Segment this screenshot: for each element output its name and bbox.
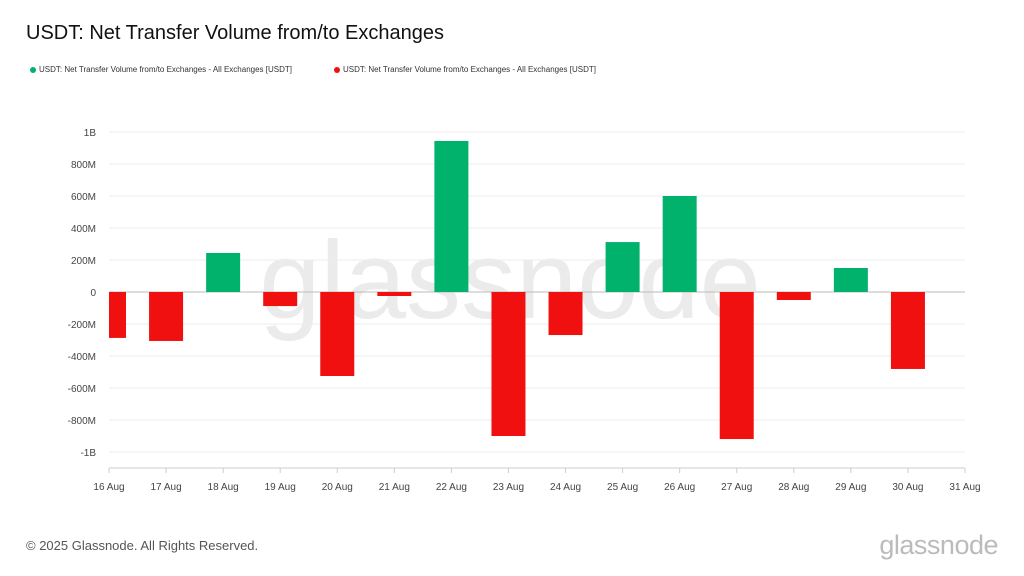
x-tick-label: 26 Aug	[664, 482, 695, 493]
y-tick-label: -400M	[68, 352, 96, 363]
y-tick-label: 400M	[71, 224, 96, 235]
bar-19-aug	[263, 292, 298, 307]
bar-23-aug	[491, 292, 526, 436]
bar-28-aug	[776, 292, 811, 300]
bar-24-aug	[548, 292, 583, 336]
x-tick-label: 27 Aug	[721, 482, 752, 493]
chart-title: USDT: Net Transfer Volume from/to Exchan…	[26, 22, 444, 44]
x-tick-label: 29 Aug	[835, 482, 866, 493]
bar-21-aug	[377, 292, 412, 296]
x-tick-label: 17 Aug	[150, 482, 181, 493]
x-tick-label: 25 Aug	[607, 482, 638, 493]
copyright: © 2025 Glassnode. All Rights Reserved.	[26, 538, 259, 553]
bar-26-aug	[662, 196, 697, 292]
x-tick-label: 24 Aug	[550, 482, 581, 493]
bar-18-aug	[206, 252, 241, 292]
x-tick-label: 20 Aug	[322, 482, 353, 493]
legend-dot-green-icon	[30, 66, 36, 73]
bar-17-aug	[149, 292, 184, 341]
x-tick-label: 28 Aug	[778, 482, 809, 493]
legend-item-negative[interactable]: USDT: Net Transfer Volume from/to Exchan…	[334, 65, 596, 74]
bar-27-aug	[719, 292, 754, 440]
legend-item-positive[interactable]: USDT: Net Transfer Volume from/to Exchan…	[30, 65, 292, 74]
x-tick-label: 16 Aug	[93, 482, 124, 493]
y-tick-label: -200M	[68, 320, 96, 331]
x-tick-label: 22 Aug	[436, 482, 467, 493]
y-tick-label: -800M	[68, 416, 96, 427]
y-tick-label: 600M	[71, 192, 96, 203]
y-tick-label: -1B	[80, 448, 96, 459]
legend-label: USDT: Net Transfer Volume from/to Exchan…	[39, 65, 292, 74]
y-tick-label: 1B	[84, 128, 97, 139]
x-tick-label: 21 Aug	[379, 482, 410, 493]
bar-30-aug	[890, 292, 925, 369]
y-tick-label: -600M	[68, 384, 96, 395]
glassnode-logo: glassnode	[879, 530, 998, 560]
x-tick-label: 18 Aug	[208, 482, 239, 493]
bar-25-aug	[605, 242, 640, 292]
bar-20-aug	[320, 292, 355, 376]
y-tick-label: 200M	[71, 256, 96, 267]
y-tick-label: 800M	[71, 160, 96, 171]
bar-22-aug	[434, 140, 469, 292]
bar-29-aug	[833, 268, 868, 292]
legend-dot-red-icon	[334, 66, 340, 73]
legend-label: USDT: Net Transfer Volume from/to Exchan…	[343, 65, 596, 74]
y-tick-label: 0	[90, 288, 96, 299]
x-tick-label: 31 Aug	[949, 482, 980, 493]
x-tick-label: 30 Aug	[892, 482, 923, 493]
x-tick-label: 23 Aug	[493, 482, 524, 493]
bar-16-aug	[109, 292, 126, 338]
x-tick-label: 19 Aug	[265, 482, 296, 493]
legend: USDT: Net Transfer Volume from/to Exchan…	[30, 65, 596, 74]
